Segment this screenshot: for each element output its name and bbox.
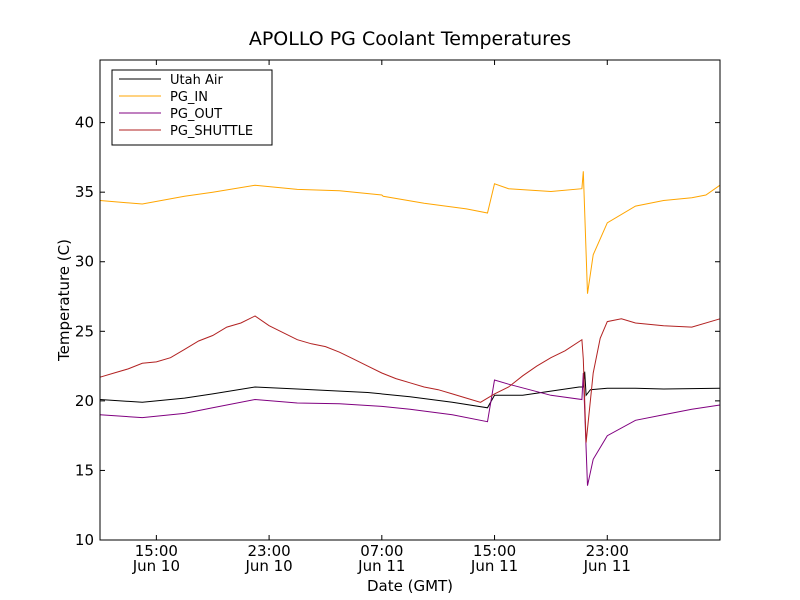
chart-title: APOLLO PG Coolant Temperatures	[249, 28, 571, 50]
x-tick-time-label-0: 15:00	[135, 542, 178, 560]
y-tick-label-4: 30	[75, 253, 94, 271]
x-tick-date-label-3: Jun 11	[470, 557, 518, 575]
y-tick-label-6: 40	[75, 114, 94, 132]
legend-label-0: Utah Air	[170, 73, 223, 88]
x-tick-date-label-4: Jun 11	[583, 557, 631, 575]
legend-label-1: PG_IN	[170, 90, 208, 105]
y-tick-label-5: 35	[75, 183, 94, 201]
x-tick-time-label-4: 23:00	[586, 542, 629, 560]
x-tick-time-label-3: 15:00	[473, 542, 516, 560]
y-tick-label-3: 25	[75, 322, 94, 340]
series-layer	[99, 171, 721, 486]
x-tick-date-label-0: Jun 10	[132, 557, 180, 575]
y-tick-label-1: 15	[75, 461, 94, 479]
plot-frame	[99, 59, 721, 541]
legend-box	[111, 69, 273, 146]
y-tick-label-2: 20	[75, 392, 94, 410]
series-line-pg-shuttle	[99, 315, 721, 443]
x-tick-time-label-1: 23:00	[247, 542, 290, 560]
x-tick-time-label-2: 07:00	[360, 542, 403, 560]
y-tick-label-0: 10	[75, 531, 94, 549]
legend-label-3: PG_SHUTTLE	[170, 124, 253, 139]
legend: Utah Air PG_IN PG_OUT PG_SHUTTLE	[111, 69, 273, 146]
x-tick-date-label-1: Jun 10	[244, 557, 292, 575]
series-line-pg-in	[99, 171, 721, 294]
series-line-utah-air	[99, 371, 721, 409]
series-line-pg-out	[99, 372, 721, 486]
y-axis-label: Temperature (C)	[55, 239, 73, 362]
legend-label-2: PG_OUT	[170, 107, 222, 122]
x-tick-date-label-2: Jun 11	[357, 557, 405, 575]
x-axis-label: Date (GMT)	[367, 577, 453, 595]
